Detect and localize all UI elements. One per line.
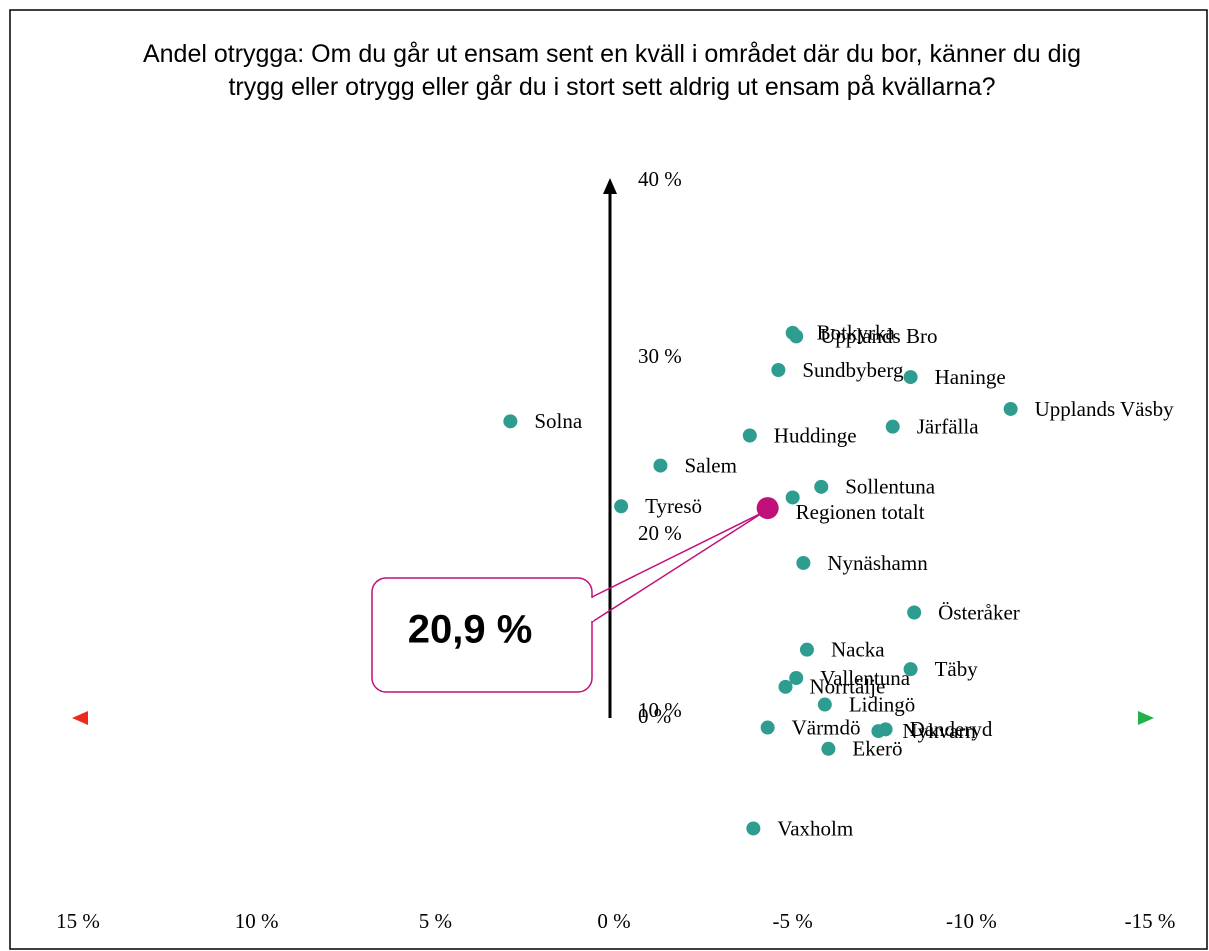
point-label: Botkyrka <box>817 321 896 345</box>
point-label: Täby <box>935 657 979 681</box>
point-label: Ekerö <box>852 737 902 761</box>
point-label: Haninge <box>935 365 1006 389</box>
point <box>814 479 829 494</box>
highlight-label: Regionen totalt <box>796 500 925 524</box>
point <box>503 414 518 429</box>
y-tick-label: 10 % <box>638 698 682 722</box>
point-label: Nykvarn <box>902 719 976 743</box>
x-tick-label: 15 % <box>56 909 100 933</box>
y-arrow <box>603 178 617 194</box>
x-tick-label: -10 % <box>946 909 997 933</box>
x-tick-label: -15 % <box>1125 909 1176 933</box>
point-label: Solna <box>534 409 583 433</box>
highlight-point <box>756 497 779 520</box>
point <box>907 605 922 620</box>
y-tick-label: 30 % <box>638 344 682 368</box>
point <box>789 670 804 685</box>
callout-text: 20,9 % <box>408 608 533 652</box>
point <box>903 662 918 677</box>
point <box>746 821 761 836</box>
point <box>742 428 757 443</box>
point <box>789 329 804 344</box>
x-tick-label: 0 % <box>597 909 630 933</box>
point-label: Värmdö <box>792 715 861 739</box>
x-tick-label: 10 % <box>235 909 279 933</box>
point-label: Danderyd <box>910 717 993 741</box>
point <box>799 642 814 657</box>
x-tick-label: 5 % <box>419 909 452 933</box>
point <box>796 555 811 570</box>
point <box>903 370 918 385</box>
callout-box <box>371 577 593 693</box>
point-label: Norrtälje <box>810 675 886 699</box>
point <box>871 724 886 739</box>
point-label: Salem <box>684 453 737 477</box>
x-arrow-left <box>72 711 88 725</box>
point <box>778 679 793 694</box>
point <box>771 363 786 378</box>
point-label: Vaxholm <box>777 816 853 840</box>
point <box>653 458 668 473</box>
point-label: Upplands Bro <box>820 324 937 348</box>
point-label: Huddinge <box>774 423 857 447</box>
point-label: Upplands Väsby <box>1035 397 1175 421</box>
y-tick-label: 20 % <box>638 521 682 545</box>
point-label: Nynäshamn <box>827 551 928 575</box>
point-label: Österåker <box>938 600 1020 624</box>
x-arrow-right <box>1138 711 1154 725</box>
chart-title: Andel otrygga: Om du går ut ensam sent e… <box>142 40 1082 101</box>
point-label: Sollentuna <box>845 475 936 499</box>
point-label: Nacka <box>831 637 885 661</box>
y-tick-label: 0 % <box>638 704 671 728</box>
point <box>785 490 800 505</box>
point <box>614 499 629 514</box>
point-label: Vallentuna <box>820 666 910 690</box>
y-tick-label: 40 % <box>638 167 682 191</box>
point-label: Lidingö <box>849 692 916 716</box>
point-label: Järfälla <box>917 414 979 438</box>
point <box>817 697 832 712</box>
point <box>821 741 836 756</box>
x-tick-label: -5 % <box>773 909 813 933</box>
point-label: Sundbyberg <box>802 358 904 382</box>
frame <box>9 9 1208 950</box>
point <box>885 419 900 434</box>
point-label: Tyresö <box>645 494 702 518</box>
point <box>760 720 775 735</box>
point <box>1003 401 1018 416</box>
